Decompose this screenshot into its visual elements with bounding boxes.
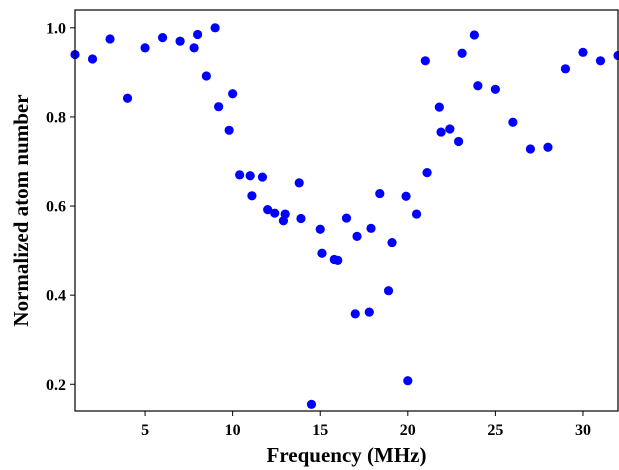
y-axis-label: Normalized atom number — [9, 94, 33, 326]
y-axis-ticks: 0.2 0.4 0.6 0.8 1.0 — [46, 20, 75, 394]
data-point — [189, 43, 199, 53]
x-tick-label: 5 — [141, 422, 149, 439]
data-point — [366, 223, 376, 233]
y-tick-label: 0.4 — [46, 288, 66, 305]
data-point — [434, 102, 444, 112]
data-point — [306, 399, 317, 409]
data-point — [560, 64, 571, 74]
data-point — [525, 144, 536, 154]
data-point — [317, 248, 327, 258]
data-point — [235, 170, 245, 180]
data-point — [245, 171, 255, 181]
data-point — [364, 307, 374, 317]
data-point — [436, 127, 446, 137]
data-point — [508, 117, 518, 127]
data-point — [578, 47, 588, 57]
x-tick-label: 15 — [312, 422, 328, 439]
data-point — [257, 172, 268, 182]
data-point — [175, 36, 185, 46]
data-point — [375, 188, 385, 199]
data-point — [473, 81, 483, 91]
data-point — [228, 89, 238, 99]
y-tick-label: 1.0 — [46, 20, 66, 37]
data-point — [401, 191, 411, 201]
data-point — [280, 209, 290, 219]
data-point — [270, 208, 280, 218]
data-point — [214, 102, 224, 112]
data-point — [595, 56, 606, 66]
data-point — [350, 309, 360, 319]
x-axis-label: Frequency (MHz) — [267, 443, 427, 467]
data-point — [420, 56, 430, 66]
data-point — [140, 43, 150, 53]
data-point — [87, 54, 98, 64]
axes-frame — [74, 9, 619, 412]
data-point — [387, 237, 397, 248]
data-point — [294, 178, 304, 188]
data-point — [333, 255, 343, 266]
x-tick-label: 30 — [575, 422, 591, 439]
data-point — [445, 124, 455, 134]
data-point — [247, 191, 257, 201]
data-point — [296, 213, 306, 224]
data-point — [543, 142, 553, 152]
y-tick-label: 0.2 — [46, 377, 66, 394]
data-point — [490, 84, 500, 94]
y-tick-label: 0.8 — [46, 109, 66, 126]
x-tick-label: 20 — [400, 422, 416, 439]
data-point — [383, 286, 394, 296]
data-point — [454, 136, 464, 147]
x-tick-label: 10 — [225, 422, 241, 439]
data-point — [422, 168, 432, 178]
data-point — [411, 209, 422, 219]
data-point — [403, 376, 413, 386]
data-point — [105, 34, 115, 44]
x-axis-ticks: 5 10 15 20 25 30 — [141, 411, 591, 439]
plot-area — [70, 23, 619, 409]
data-point — [201, 71, 211, 81]
data-point — [457, 48, 467, 58]
data-point — [210, 23, 220, 33]
data-point — [341, 213, 352, 223]
data-point — [352, 231, 362, 241]
data-point — [193, 29, 203, 40]
x-tick-label: 25 — [487, 422, 503, 439]
data-point — [263, 205, 273, 215]
data-point — [469, 30, 479, 40]
data-point — [224, 125, 234, 135]
y-tick-label: 0.6 — [46, 199, 66, 216]
data-point — [157, 33, 168, 43]
data-point — [315, 224, 325, 234]
data-point — [122, 93, 133, 103]
